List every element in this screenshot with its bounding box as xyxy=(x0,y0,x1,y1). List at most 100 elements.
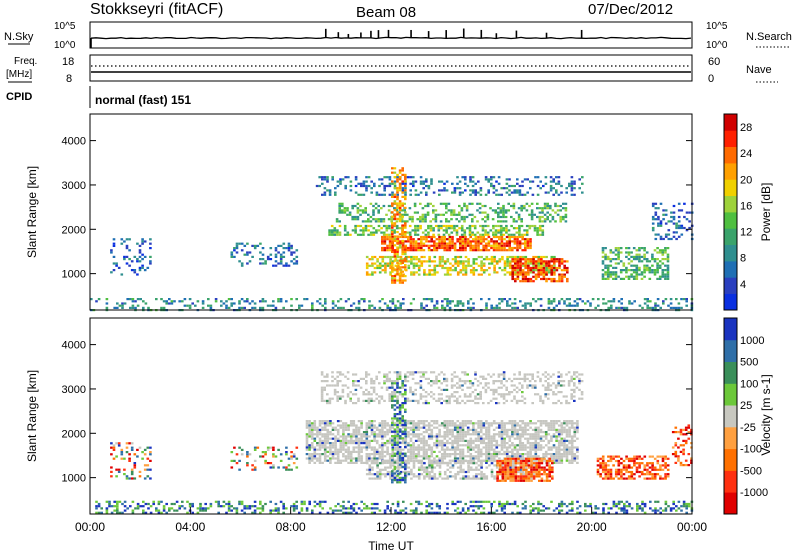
heatmap-cell xyxy=(635,264,639,267)
heatmap-cell xyxy=(362,233,365,236)
heatmap-cell xyxy=(506,255,509,259)
heatmap-cell xyxy=(329,431,332,434)
heatmap-cell xyxy=(461,249,465,252)
heatmap-cell xyxy=(414,424,418,427)
heatmap-cell xyxy=(528,224,532,228)
heatmap-cell xyxy=(560,184,563,188)
heatmap-cell xyxy=(469,264,473,267)
heatmap-cell xyxy=(378,444,382,447)
heatmap-cell xyxy=(544,450,548,453)
heatmap-cell xyxy=(547,264,551,267)
heatmap-cell xyxy=(553,255,556,259)
heatmap-cell xyxy=(484,377,488,380)
heatmap-cell xyxy=(573,300,577,303)
heatmap-cell xyxy=(346,393,350,396)
heatmap-cell xyxy=(357,302,361,305)
heatmap-cell xyxy=(349,399,352,402)
heatmap-cell xyxy=(446,244,449,247)
heatmap-cell xyxy=(479,224,482,228)
heatmap-cell xyxy=(553,269,556,272)
heatmap-cell xyxy=(334,304,337,307)
heatmap-cell xyxy=(409,391,412,394)
heatmap-cell xyxy=(612,271,615,274)
heatmap-cell xyxy=(542,439,545,442)
heatmap-cell xyxy=(539,424,543,427)
heatmap-cell xyxy=(393,187,397,190)
heatmap-cell xyxy=(662,213,665,216)
heatmap-cell xyxy=(393,193,397,196)
heatmap-cell xyxy=(430,180,433,183)
heatmap-cell xyxy=(287,242,291,245)
heatmap-cell xyxy=(123,468,126,471)
heatmap-cell xyxy=(438,424,441,427)
heatmap-cell xyxy=(282,247,286,250)
heatmap-cell xyxy=(543,220,547,223)
heatmap-cell xyxy=(149,453,152,456)
heatmap-cell xyxy=(560,380,563,383)
heatmap-cell xyxy=(492,428,496,431)
heatmap-cell xyxy=(308,431,311,434)
heatmap-cell xyxy=(493,255,496,259)
heatmap-cell xyxy=(516,422,519,425)
heatmap-cell xyxy=(409,439,413,442)
heatmap-cell xyxy=(393,259,397,262)
heatmap-cell xyxy=(565,450,569,453)
heatmap-cell xyxy=(391,426,395,429)
heatmap-cell xyxy=(443,235,446,239)
heatmap-cell xyxy=(473,227,477,230)
heatmap-cell xyxy=(398,215,402,218)
heatmap-cell xyxy=(514,255,517,259)
heatmap-cell xyxy=(495,453,499,456)
heatmap-cell xyxy=(471,176,475,179)
heatmap-cell xyxy=(564,209,568,212)
heatmap-cell xyxy=(373,424,376,427)
heatmap-cell xyxy=(391,453,395,456)
heatmap-cell xyxy=(669,298,673,301)
heatmap-cell xyxy=(654,207,658,210)
heatmap-cell xyxy=(253,244,257,247)
heatmap-cell xyxy=(344,455,348,458)
heatmap-cell xyxy=(531,448,535,451)
heatmap-cell xyxy=(518,233,521,236)
heatmap-cell xyxy=(508,377,511,380)
heatmap-cell xyxy=(381,462,385,465)
heatmap-cell xyxy=(355,424,358,427)
heatmap-cell xyxy=(338,202,341,205)
heatmap-cell xyxy=(388,428,392,431)
heatmap-cell xyxy=(531,180,535,183)
heatmap-cell xyxy=(511,442,514,445)
heatmap-cell xyxy=(352,402,355,405)
heatmap-cell xyxy=(563,442,566,445)
heatmap-cell xyxy=(542,260,546,263)
heatmap-cell xyxy=(451,269,455,272)
heatmap-cell xyxy=(485,461,488,464)
heatmap-cell xyxy=(342,439,345,442)
heatmap-cell xyxy=(479,240,483,243)
heatmap-cell xyxy=(131,300,135,303)
heatmap-cell xyxy=(141,238,144,241)
heatmap-cell xyxy=(520,220,523,223)
heatmap-cell xyxy=(664,264,667,267)
heatmap-cell xyxy=(640,260,644,263)
freq-unit-label: [MHz] xyxy=(6,69,32,80)
heatmap-cell xyxy=(439,202,443,205)
heatmap-cell xyxy=(381,435,384,438)
heatmap-cell xyxy=(680,224,684,227)
heatmap-cell xyxy=(435,306,439,309)
heatmap-cell xyxy=(417,461,421,464)
heatmap-cell xyxy=(560,455,564,458)
heatmap-cell xyxy=(420,455,423,458)
heatmap-cell xyxy=(472,249,475,252)
heatmap-cell xyxy=(495,246,498,250)
heatmap-cell xyxy=(365,380,368,383)
heatmap-cell xyxy=(487,242,491,245)
heatmap-cell xyxy=(442,202,445,205)
heatmap-cell xyxy=(523,397,527,400)
heatmap-cell xyxy=(555,435,558,438)
heatmap-cell xyxy=(539,377,542,380)
heatmap-cell xyxy=(389,271,392,274)
heatmap-cell xyxy=(459,249,462,252)
heatmap-cell xyxy=(461,422,465,425)
heatmap-cell xyxy=(386,246,389,250)
heatmap-cell xyxy=(371,462,374,465)
